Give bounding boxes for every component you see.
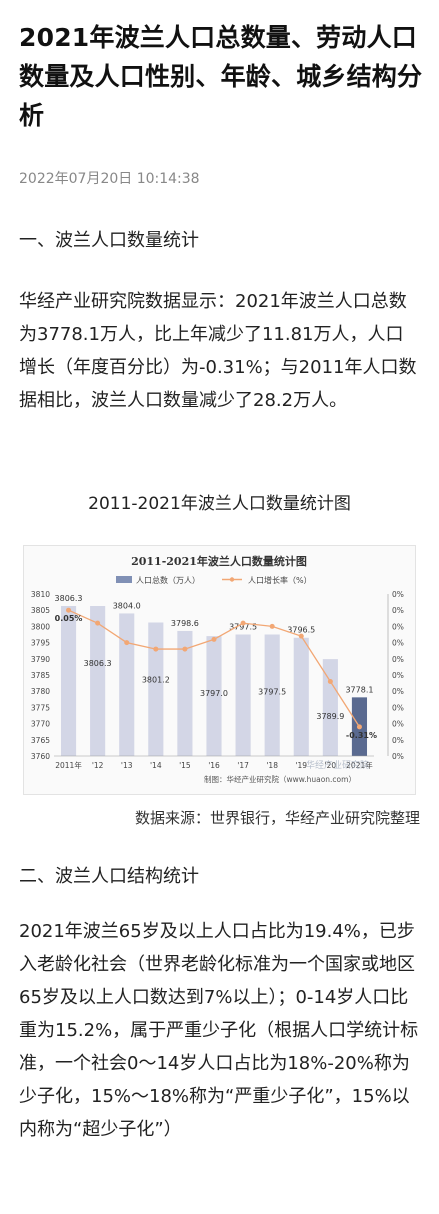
bar-value-label: 3797.5 [258,688,286,697]
growth-rate-point [182,646,188,652]
left-tick-label: 3805 [31,606,50,615]
growth-rate-point [356,724,362,730]
growth-rate-label: -0.31% [346,731,377,740]
growth-rate-point [95,620,101,626]
bar [322,659,338,756]
section1-heading: 一、波兰人口数量统计 [19,230,199,251]
bar [206,636,222,756]
section1-paragraph: 华经产业研究院数据显示：2021年波兰人口总数为3778.1万人，比上年减少了1… [19,291,417,411]
growth-rate-point [240,620,246,626]
x-tick-label: '14 [150,761,162,770]
x-tick-label: 2021年 [346,760,373,770]
left-tick-label: 3770 [31,720,50,729]
bar-value-label: 3789.9 [316,712,344,721]
chart-watermark: 华经产业研究院 [306,759,369,771]
left-tick-label: 3810 [31,590,50,599]
legend-bar-swatch [116,576,132,583]
left-tick-label: 3780 [31,687,50,696]
right-tick-label: 0% [392,590,404,599]
x-tick-label: '15 [179,761,191,770]
chart-legend: 人口总数（万人） 人口增长率（%） [116,575,312,585]
right-tick-label: 0% [392,720,404,729]
bar-value-label: 3778.1 [345,685,373,694]
bar-value-label: 3801.2 [142,676,170,685]
right-tick-label: 0% [392,687,404,696]
bar-value-label: 3796.5 [287,626,315,635]
x-tick-label: '20 [325,761,337,770]
bar-value-label: 3797.0 [200,689,228,698]
growth-rate-point [269,623,275,629]
bar-value-label: 3798.6 [171,619,199,628]
x-tick-label: '12 [92,761,104,770]
population-chart: 2011-2021年波兰人口数量统计图 人口总数（万人） 人口增长率（%） 37… [23,545,416,795]
bar [148,622,164,756]
legend-line-marker [229,577,235,582]
x-tick-label: '16 [208,761,220,770]
section2-heading: 二、波兰人口结构统计 [19,866,199,887]
right-tick-label: 0% [392,752,404,761]
x-tick-label: '13 [121,761,133,770]
bar [293,637,309,756]
bar [177,630,193,756]
growth-rate-point [298,633,304,639]
bar-series: 3806.3 3806.3 3804.0 3801.2 3798.6 3797.0 3797… [55,594,373,756]
x-tick-label: '19 [295,761,307,770]
bar [119,613,135,756]
right-tick-label: 0% [392,671,404,680]
bottom-fade [0,1198,439,1214]
chart-footer: 制图：华经产业研究院（www.huaon.com） [204,774,356,784]
left-tick-label: 3800 [31,622,50,631]
right-tick-label: 0% [392,703,404,712]
right-axis: 0% 0% 0% 0% 0% 0% 0% 0% 0% 0% 0% [387,590,404,761]
growth-rate-point [211,636,217,642]
left-axis: 3760 3765 3770 3775 3780 3785 3790 3795 3800 3805… [31,590,50,761]
line-series: 0.05% -0.31% [55,607,377,740]
chart-title: 2011-2021年波兰人口数量统计图 [131,554,307,568]
x-tick-label: '18 [266,761,278,770]
bar [235,634,251,756]
legend-bar-label: 人口总数（万人） [136,575,200,585]
right-tick-label: 0% [392,639,404,648]
bar-value-label: 3797.5 [229,623,257,632]
right-tick-label: 0% [392,736,404,745]
left-tick-label: 3795 [31,639,50,648]
article-title: 2021年波兰人口总数量、劳动人口数量及人口性别、年龄、城乡结构分析 [19,23,423,130]
left-tick-label: 3790 [31,655,50,664]
bar-value-label: 3806.3 [84,659,112,668]
bar-value-label: 3804.0 [113,601,141,610]
growth-rate-point [66,607,72,613]
growth-rate-point [327,678,333,684]
population-chart-svg: 2011-2021年波兰人口数量统计图 人口总数（万人） 人口增长率（%） 37… [31,554,404,784]
publish-timestamp: 2022年07月20日 10:14:38 [19,171,200,187]
right-tick-label: 0% [392,606,404,615]
bar [264,634,280,756]
x-tick-label: 2011年 [55,760,82,770]
left-tick-label: 3760 [31,752,50,761]
left-tick-label: 3785 [31,671,50,680]
bar-value-label: 3806.3 [55,594,83,603]
figure-caption: 2011-2021年波兰人口数量统计图 [88,494,351,514]
growth-rate-point [153,646,159,652]
bar [60,605,77,756]
right-tick-label: 0% [392,655,404,664]
bar [90,605,106,756]
growth-rate-point [124,640,130,646]
legend-line-label: 人口增长率（%） [248,575,312,585]
right-tick-label: 0% [392,622,404,631]
x-tick-label: '17 [237,761,249,770]
left-tick-label: 3775 [31,703,50,712]
section2-paragraph: 2021年波兰65岁及以上人口占比为19.4%，已步入老龄化社会（世界老龄化标准… [19,921,419,1140]
x-axis-labels: 2011年 '12 '13 '14 '15 '16 '17 '18 '19 '20 2021年 [54,755,374,770]
data-source-note: 数据来源：世界银行，华经产业研究院整理 [134,809,420,827]
growth-rate-label: 0.05% [55,614,83,623]
left-tick-label: 3765 [31,736,50,745]
